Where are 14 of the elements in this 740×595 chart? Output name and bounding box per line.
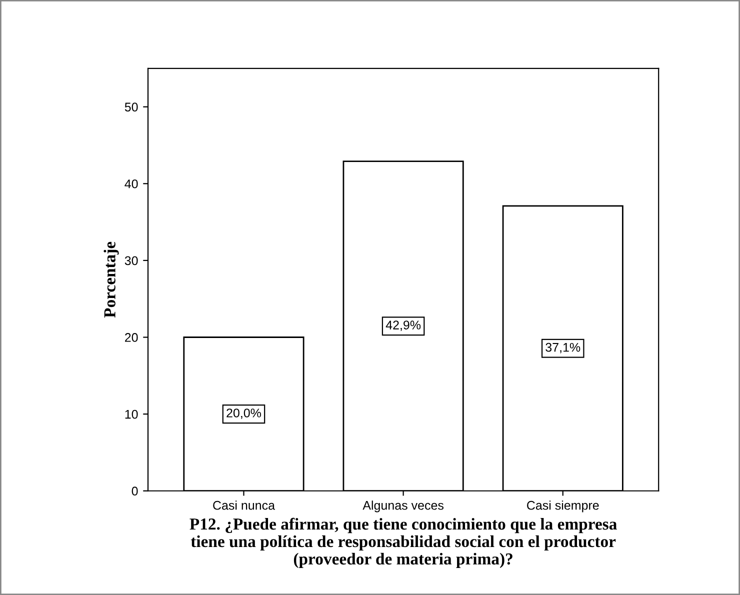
data-label: 37,1% [546, 342, 580, 354]
x-tick-label: Algunas veces [362, 500, 444, 512]
x-axis-title: P12. ¿Puede afirmar, que tiene conocimiento que la empresa tiene una política de responsabilidad social con el productor (proveedor de materia prima)? [190, 518, 617, 568]
y-tick-label: 0 [132, 486, 138, 496]
data-label: 20,0% [226, 408, 262, 419]
y-tick-label: 50 [124, 102, 138, 112]
y-tick-label: 40 [124, 179, 138, 188]
y-tick-label: 20 [125, 333, 138, 342]
data-label: 42,9% [386, 320, 421, 331]
x-tick-label: Casi siempre [527, 500, 599, 512]
y-tick-label: 10 [125, 410, 138, 419]
x-tick-label: Casi nunca [213, 500, 276, 510]
y-axis-title: Porcentaje [104, 242, 119, 318]
y-tick-label: 30 [124, 256, 138, 266]
